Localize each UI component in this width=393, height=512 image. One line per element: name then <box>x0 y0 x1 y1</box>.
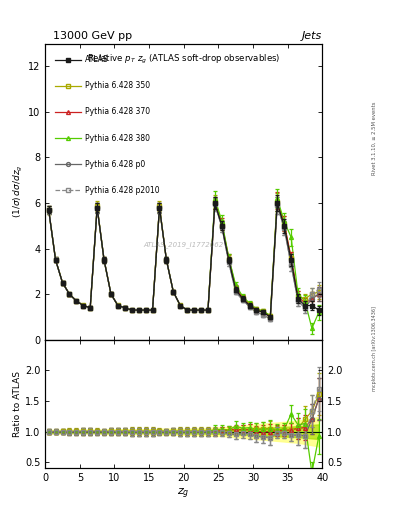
Y-axis label: $(1/\sigma)\,d\sigma/dz_g$: $(1/\sigma)\,d\sigma/dz_g$ <box>12 165 25 219</box>
Text: Pythia 6.428 350: Pythia 6.428 350 <box>85 81 151 91</box>
Text: ATLAS: ATLAS <box>85 55 109 65</box>
Text: Rivet 3.1.10, ≥ 2.5M events: Rivet 3.1.10, ≥ 2.5M events <box>372 101 376 175</box>
X-axis label: $z_g$: $z_g$ <box>178 486 190 501</box>
Text: Pythia 6.428 p2010: Pythia 6.428 p2010 <box>85 186 160 195</box>
Text: 13000 GeV pp: 13000 GeV pp <box>53 31 132 41</box>
Text: ATLAS_2019_I1772062: ATLAS_2019_I1772062 <box>143 242 224 248</box>
Text: Pythia 6.428 380: Pythia 6.428 380 <box>85 134 151 142</box>
Text: Pythia 6.428 370: Pythia 6.428 370 <box>85 108 151 116</box>
Text: Relative $p_T$ $z_g$ (ATLAS soft-drop observables): Relative $p_T$ $z_g$ (ATLAS soft-drop ob… <box>87 52 281 66</box>
Text: Pythia 6.428 p0: Pythia 6.428 p0 <box>85 160 146 168</box>
Text: mcplots.cern.ch [arXiv:1306.3436]: mcplots.cern.ch [arXiv:1306.3436] <box>372 306 376 391</box>
Text: Jets: Jets <box>302 31 322 41</box>
Y-axis label: Ratio to ATLAS: Ratio to ATLAS <box>13 371 22 437</box>
